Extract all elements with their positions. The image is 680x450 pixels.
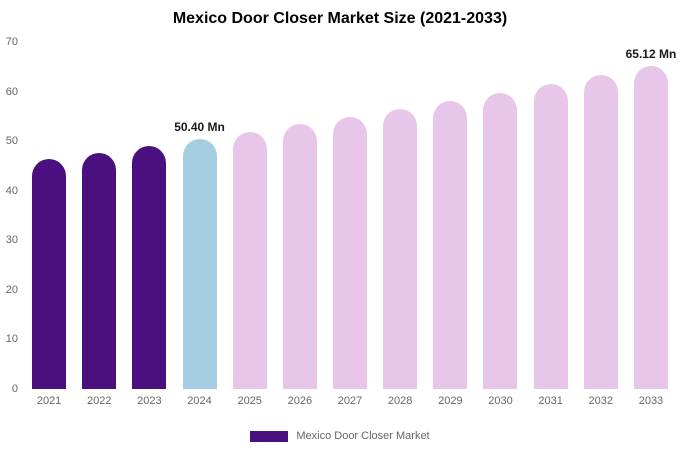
plot-area: 50.40 Mn 65.12 Mn [24,42,676,389]
bar-column-2028 [375,42,425,389]
bar-column-2026 [275,42,325,389]
bar-column-2025 [225,42,275,389]
bar-column-2021 [24,42,74,389]
x-axis-label-2032: 2032 [588,395,614,407]
bar-column-2030 [475,42,525,389]
x-axis-label-2024: 2024 [187,395,212,407]
bar-column-2033: 65.12 Mn [626,42,676,389]
bar-2031[interactable] [533,84,568,389]
bar-column-2031 [526,42,576,389]
bar-2022[interactable] [82,153,117,389]
bar-2028[interactable] [383,109,418,389]
x-axis-label-2021: 2021 [36,395,62,407]
x-axis-label-2027: 2027 [337,395,363,407]
bar-column-2029 [425,42,475,389]
y-axis-tick-0: 0 [11,383,18,395]
x-axis-label-2025: 2025 [237,395,262,407]
legend-label: Mexico Door Closer Market [296,430,430,442]
legend-swatch [250,430,289,442]
y-axis-tick-10: 10 [5,333,18,346]
bar-2024[interactable] [182,139,217,389]
x-axis: 2021 2022 2023 2024 2025 2026 2027 2028 2029 2030… [24,395,676,411]
bar-column-2024: 50.40 Mn [174,42,225,389]
bar-2029[interactable] [433,101,468,389]
y-axis-tick-40: 40 [5,184,18,197]
y-axis-tick-50: 50 [5,135,18,148]
x-axis-label-2028: 2028 [387,395,413,407]
bar-value-label-2033: 65.12 Mn [625,47,677,61]
x-axis-label-2033: 2033 [638,395,664,407]
y-axis-tick-60: 60 [5,85,18,98]
x-axis-label-2026: 2026 [287,395,313,407]
y-axis-tick-30: 30 [5,234,18,247]
bar-2026[interactable] [282,124,317,389]
bar-2030[interactable] [483,93,518,389]
x-axis-label-2029: 2029 [438,395,463,407]
chart-title: Mexico Door Closer Market Size (2021-203… [172,10,508,27]
bar-2032[interactable] [583,75,618,389]
x-axis-label-2030: 2030 [488,395,513,407]
y-axis-tick-20: 20 [5,283,18,296]
bar-column-2023 [124,42,174,389]
legend[interactable]: Mexico Door Closer Market [0,430,680,442]
bar-column-2022 [74,42,124,389]
bar-2021[interactable] [32,159,67,389]
y-axis-tick-70: 70 [5,36,18,48]
bar-value-label-2024: 50.40 Mn [174,120,225,134]
bar-2025[interactable] [232,132,267,389]
bar-2033[interactable] [633,66,668,389]
y-axis: 0 10 20 30 40 50 60 70 [0,36,20,395]
x-axis-label-2031: 2031 [538,395,563,407]
bar-column-2027 [325,42,375,389]
x-axis-label-2022: 2022 [86,395,112,407]
bar-column-2032 [576,42,626,389]
bar-2027[interactable] [333,117,368,389]
x-axis-label-2023: 2023 [137,395,162,407]
bar-2023[interactable] [132,146,167,389]
